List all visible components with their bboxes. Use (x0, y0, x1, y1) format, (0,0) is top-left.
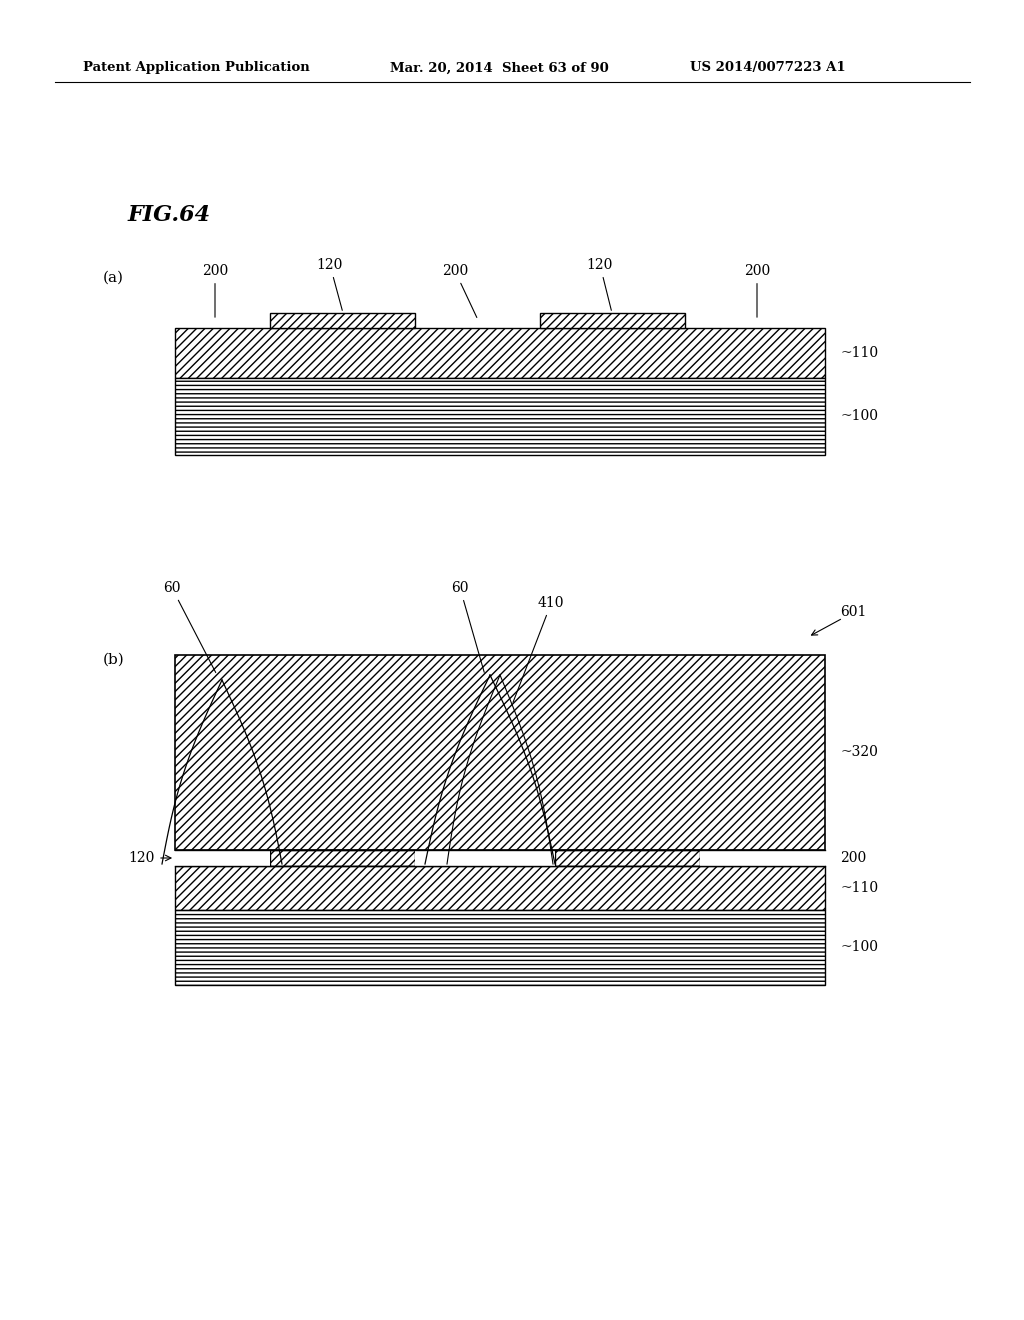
Polygon shape (175, 909, 825, 985)
Text: 601: 601 (840, 605, 866, 619)
Polygon shape (175, 378, 825, 455)
Text: 60: 60 (452, 581, 484, 672)
Polygon shape (175, 327, 825, 378)
Text: 410: 410 (513, 597, 564, 702)
Text: 200: 200 (743, 264, 770, 317)
Text: ~320: ~320 (840, 744, 878, 759)
Polygon shape (270, 850, 415, 866)
Text: 200: 200 (442, 264, 477, 318)
Text: Patent Application Publication: Patent Application Publication (83, 62, 309, 74)
Text: (b): (b) (103, 653, 125, 667)
Polygon shape (175, 850, 270, 866)
Text: 120: 120 (587, 257, 613, 310)
Text: 120: 120 (316, 257, 343, 310)
Polygon shape (270, 313, 415, 327)
Polygon shape (175, 866, 825, 909)
Text: ~110: ~110 (840, 346, 879, 360)
Text: ~100: ~100 (840, 409, 878, 422)
Text: 200: 200 (202, 264, 228, 317)
Polygon shape (700, 850, 825, 866)
Text: ~110: ~110 (840, 880, 879, 895)
Text: (a): (a) (103, 271, 124, 285)
Text: 120: 120 (129, 851, 155, 865)
Text: US 2014/0077223 A1: US 2014/0077223 A1 (690, 62, 846, 74)
Text: FIG.64: FIG.64 (128, 205, 211, 226)
Text: 200: 200 (840, 851, 866, 865)
Polygon shape (540, 313, 685, 327)
Text: Mar. 20, 2014  Sheet 63 of 90: Mar. 20, 2014 Sheet 63 of 90 (390, 62, 608, 74)
Polygon shape (415, 850, 555, 866)
Text: ~100: ~100 (840, 940, 878, 954)
Polygon shape (555, 850, 700, 866)
Text: 60: 60 (163, 581, 216, 672)
Polygon shape (175, 655, 825, 850)
